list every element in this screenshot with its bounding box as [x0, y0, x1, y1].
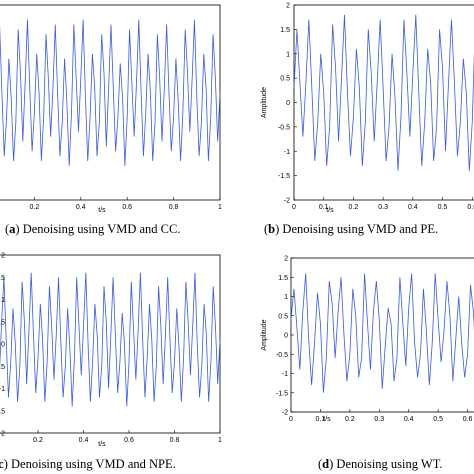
panel-d-y-tick-label: -1.5	[276, 390, 288, 397]
panel-c-x-tick-label: 0.4	[79, 437, 89, 444]
panel-c-signal-line	[0, 272, 221, 407]
panel-c-axes-frame	[0, 254, 221, 434]
panel-c-x-axis-label: t/s	[98, 441, 106, 448]
panel-a-caption: (a) Denoising using VMD and CC.	[5, 222, 180, 236]
panel-a-caption-label: a	[9, 222, 16, 236]
panel-c-y-tick-label: 1	[1, 297, 5, 304]
panel-b-y-tick-label: 0	[286, 100, 290, 107]
panel-b-caption: (b) Denoising using VMD and PE.	[264, 222, 438, 236]
panel-b-x-tick-label: 0.5	[438, 204, 448, 211]
panel-d-caption-open: (	[318, 457, 322, 471]
panel-c-y-tick-label: 2	[1, 253, 5, 260]
panel-d-y-tick-label: 0	[284, 333, 288, 340]
panel-b-y-tick-label: -0.5	[278, 124, 290, 131]
panel-a-caption-open: (	[5, 222, 9, 236]
panel-c-caption: (c) Denoising using VMD and NPE.	[0, 457, 176, 471]
panel-b-y-tick-label: -2	[284, 198, 290, 205]
panel-d-y-tick-label: -1	[282, 371, 288, 378]
panel-c-y-tick-label: -0.5	[0, 364, 5, 371]
panel-b-x-tick-label: 0	[292, 204, 296, 211]
panel-c-caption-label: c	[0, 457, 4, 471]
panel-b-caption-text: ) Denoising using VMD and PE.	[275, 222, 438, 236]
panel-d-y-tick-label: -2	[282, 410, 288, 417]
panel-b-caption-open: (	[264, 222, 268, 236]
panel-d-y-tick-label: 1	[284, 294, 288, 301]
panel-d-x-axis-label: t/s	[323, 416, 331, 423]
panel-c-y-tick-label: -1.5	[0, 408, 5, 415]
panel-d-caption-label: d	[322, 457, 329, 471]
panel-d-x-tick-label: 0.3	[374, 416, 384, 423]
panel-d-y-tick-label: -0.5	[276, 352, 288, 359]
panel-d-caption-text: ) Denoising using WT.	[329, 457, 442, 471]
panel-c-x-tick-label: 0.8	[170, 437, 180, 444]
panel-b-caption-label: b	[268, 222, 275, 236]
panel-c-y-tick-label: 0.5	[0, 319, 5, 326]
panel-a-x-tick-label: 0.6	[122, 204, 132, 211]
panel-a-x-axis-label: t/s	[98, 207, 106, 214]
panel-a-x-tick-label: 1	[218, 204, 222, 211]
panel-d-x-tick-label: 0.1	[316, 416, 326, 423]
panel-c-x-tick-label: 0.6	[124, 437, 134, 444]
panel-d-x-tick-label: 0.5	[433, 416, 443, 423]
panel-a-axes-frame	[0, 4, 221, 201]
panel-a-signal-line	[0, 19, 221, 166]
panel-c-caption-text: ) Denoising using VMD and NPE.	[4, 457, 176, 471]
panel-b-y-tick-label: -1	[284, 149, 290, 156]
panel-c-x-tick-label: 0.2	[33, 437, 43, 444]
panel-b-x-tick-label: 0.2	[349, 204, 359, 211]
panel-b-y-tick-label: -1.5	[278, 173, 290, 180]
panel-c-y-tick-label: 1.5	[0, 275, 5, 282]
panel-a-caption-text: ) Denoising using VMD and CC.	[15, 222, 180, 236]
panel-b-signal-line	[293, 14, 474, 171]
panel-a-x-tick-label: 0.2	[30, 204, 40, 211]
panel-d-y-axis-label: Amplitude	[261, 319, 268, 350]
panel-c-y-tick-label: -1	[0, 386, 5, 393]
panel-b-x-tick-label: 0.6	[467, 204, 474, 211]
panel-c-y-tick-label: 0	[1, 342, 5, 349]
panel-d-y-tick-label: 2	[284, 256, 288, 263]
panel-d-y-tick-label: 0.5	[278, 313, 288, 320]
panel-b-y-tick-label: 0.5	[280, 76, 290, 83]
panel-b-x-tick-label: 0.3	[378, 204, 388, 211]
panel-b-x-axis-label: t/s	[326, 207, 334, 214]
panel-b-y-tick-label: 1.5	[280, 27, 290, 34]
panel-d-x-tick-label: 0.6	[463, 416, 473, 423]
panel-d-caption: (d) Denoising using WT.	[318, 457, 443, 471]
panel-b-y-axis-label: Amplitude	[261, 87, 268, 118]
panel-d-x-tick-label: 0	[289, 416, 293, 423]
panel-b-x-tick-label: 0.4	[408, 204, 418, 211]
panel-d-x-tick-label: 0.2	[345, 416, 355, 423]
panel-b-y-tick-label: 2	[286, 3, 290, 10]
panel-a-x-tick-label: 0.8	[169, 204, 179, 211]
panel-b-x-tick-label: 0.1	[319, 204, 329, 211]
panel-c-y-tick-label: -2	[0, 431, 5, 438]
panel-d-signal-line	[290, 273, 474, 393]
panel-d-x-tick-label: 0.4	[404, 416, 414, 423]
panel-b-y-tick-label: 1	[286, 51, 290, 58]
panel-c-x-tick-label: 1	[218, 437, 222, 444]
panel-d-y-tick-label: 1.5	[278, 275, 288, 282]
panel-a-x-tick-label: 0.4	[76, 204, 86, 211]
